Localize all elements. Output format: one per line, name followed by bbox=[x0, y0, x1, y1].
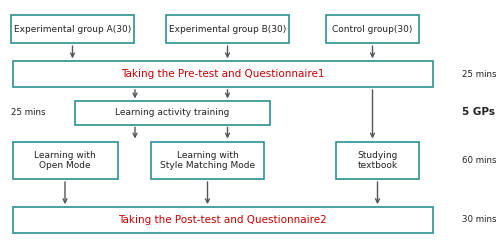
Text: Taking the Post-test and Questionnaire2: Taking the Post-test and Questionnaire2 bbox=[118, 215, 327, 225]
Text: Experimental group B(30): Experimental group B(30) bbox=[169, 25, 286, 34]
Text: Experimental group A(30): Experimental group A(30) bbox=[14, 25, 131, 34]
FancyBboxPatch shape bbox=[12, 61, 432, 87]
Text: 25 mins: 25 mins bbox=[462, 69, 497, 79]
Text: Taking the Pre-test and Questionnaire1: Taking the Pre-test and Questionnaire1 bbox=[121, 69, 324, 79]
Text: 30 mins: 30 mins bbox=[462, 215, 497, 225]
FancyBboxPatch shape bbox=[166, 15, 289, 43]
FancyBboxPatch shape bbox=[151, 141, 264, 179]
FancyBboxPatch shape bbox=[11, 15, 134, 43]
FancyBboxPatch shape bbox=[326, 15, 418, 43]
Text: Learning activity training: Learning activity training bbox=[116, 108, 230, 118]
Text: 25 mins: 25 mins bbox=[11, 108, 46, 118]
Text: Control group(30): Control group(30) bbox=[332, 25, 412, 34]
FancyBboxPatch shape bbox=[75, 102, 270, 124]
FancyBboxPatch shape bbox=[12, 141, 118, 179]
Text: 60 mins: 60 mins bbox=[462, 156, 497, 165]
FancyBboxPatch shape bbox=[336, 141, 419, 179]
Text: Learning with
Open Mode: Learning with Open Mode bbox=[34, 151, 96, 170]
FancyBboxPatch shape bbox=[12, 207, 432, 233]
Text: 5 GPs: 5 GPs bbox=[462, 107, 496, 117]
Text: Studying
textbook: Studying textbook bbox=[358, 151, 398, 170]
Text: Learning with
Style Matching Mode: Learning with Style Matching Mode bbox=[160, 151, 255, 170]
